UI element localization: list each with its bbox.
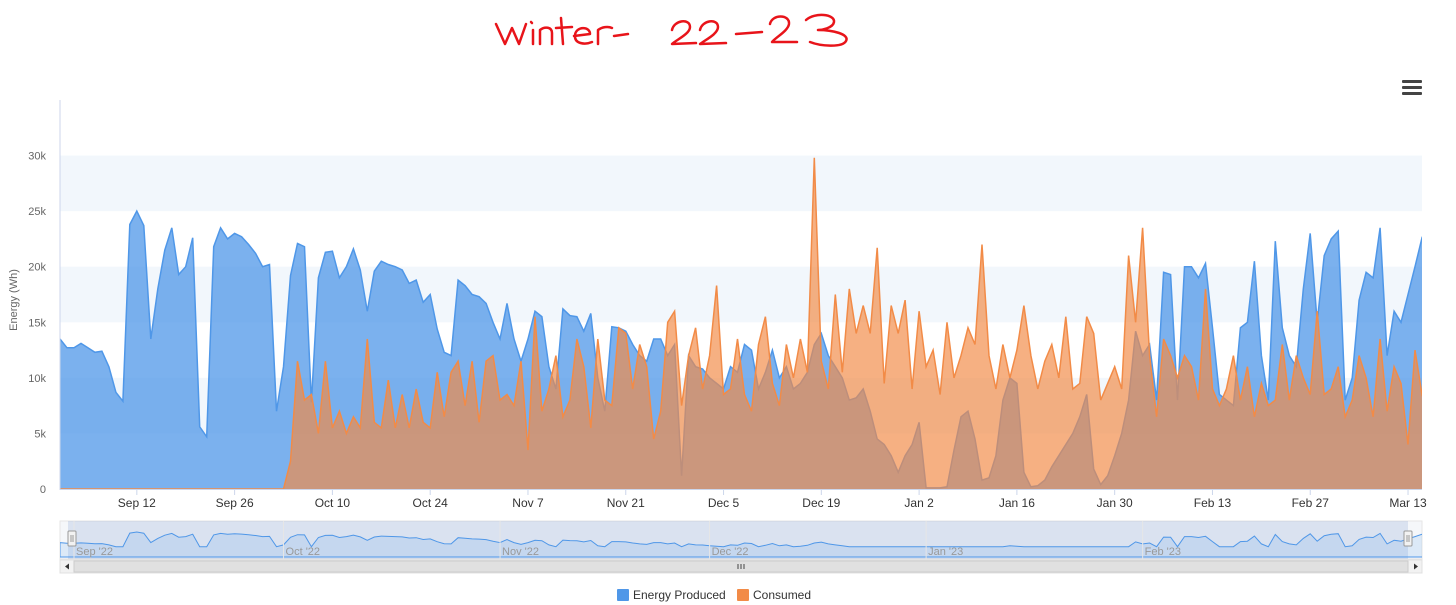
series-line-energy-produced	[60, 209, 1422, 489]
scrollbar-grip-icon	[737, 564, 745, 569]
grid-band	[60, 155, 1422, 212]
x-tick-label: Nov 21	[607, 496, 645, 510]
scroll-left-arrow-icon[interactable]	[65, 563, 69, 570]
navigator-selection[interactable]	[68, 521, 1408, 559]
scrollbar[interactable]	[59, 559, 1423, 574]
navigator[interactable]: Sep '22 Oct '22 Nov '22 Dec '22 Jan '23 Feb '…	[59, 520, 1443, 560]
series-layer	[60, 157, 1422, 489]
y-tick-label: 10k	[28, 373, 46, 385]
handwritten-annotation	[494, 13, 848, 47]
x-tick-label: Dec 5	[708, 496, 740, 510]
navigator-handle-left[interactable]	[67, 530, 77, 547]
y-tick-label: 20k	[28, 262, 46, 274]
navigator-series	[60, 531, 1422, 558]
navigator-label: Sep '22	[76, 546, 113, 558]
x-tick-label: Sep 12	[118, 496, 156, 510]
x-tick-label: Jan 30	[1097, 496, 1133, 510]
x-tick-label: Feb 13	[1194, 496, 1232, 510]
navigator-label: Oct '22	[286, 546, 321, 558]
y-tick-label: 5k	[34, 428, 46, 440]
legend-item-energy-produced[interactable]: Energy Produced	[617, 588, 726, 602]
legend-swatch-energy-produced	[617, 589, 629, 601]
navigator-area	[60, 531, 1422, 558]
x-tick-label: Jan 16	[999, 496, 1035, 510]
x-axis-ticks: Sep 12 Sep 26 Oct 10 Oct 24 Nov 7 Nov 21 Dec 5…	[118, 489, 1427, 510]
navigator-label: Jan '23	[928, 546, 963, 558]
navigator-label: Dec '22	[712, 546, 749, 558]
x-tick-label: Mar 13	[1389, 496, 1427, 510]
x-tick-label: Dec 19	[802, 496, 840, 510]
x-tick-label: Sep 26	[216, 496, 254, 510]
navigator-label: Feb '23	[1145, 546, 1181, 558]
legend-label-consumed: Consumed	[753, 588, 811, 602]
hamburger-icon-bar	[1402, 86, 1422, 89]
y-axis-title: Energy (Wh)	[8, 269, 20, 331]
hamburger-icon-bar	[1402, 92, 1422, 95]
chart-menu-button[interactable]	[1400, 78, 1424, 98]
x-tick-label: Oct 24	[413, 496, 449, 510]
legend: Energy Produced Consumed	[617, 588, 811, 602]
y-tick-label: 0	[40, 484, 46, 496]
scroll-right-arrow-icon[interactable]	[1414, 563, 1418, 570]
legend-item-consumed[interactable]: Consumed	[737, 588, 811, 602]
navigator-handle-right[interactable]	[1403, 530, 1413, 547]
x-tick-label: Jan 2	[904, 496, 934, 510]
legend-label-energy-produced: Energy Produced	[633, 588, 726, 602]
y-tick-label: 15k	[28, 317, 46, 329]
y-tick-label: 25k	[28, 206, 46, 218]
series-line-consumed	[60, 157, 1422, 489]
y-tick-label: 30k	[28, 151, 46, 163]
x-tick-label: Nov 7	[512, 496, 544, 510]
hamburger-icon	[1402, 80, 1422, 83]
legend-swatch-consumed	[737, 589, 749, 601]
x-tick-label: Feb 27	[1292, 496, 1330, 510]
x-tick-label: Oct 10	[315, 496, 351, 510]
navigator-background	[59, 520, 1423, 560]
y-axis-ticks: 0 5k 10k 15k 20k 25k 30k	[28, 151, 46, 496]
navigator-label: Nov '22	[502, 546, 539, 558]
